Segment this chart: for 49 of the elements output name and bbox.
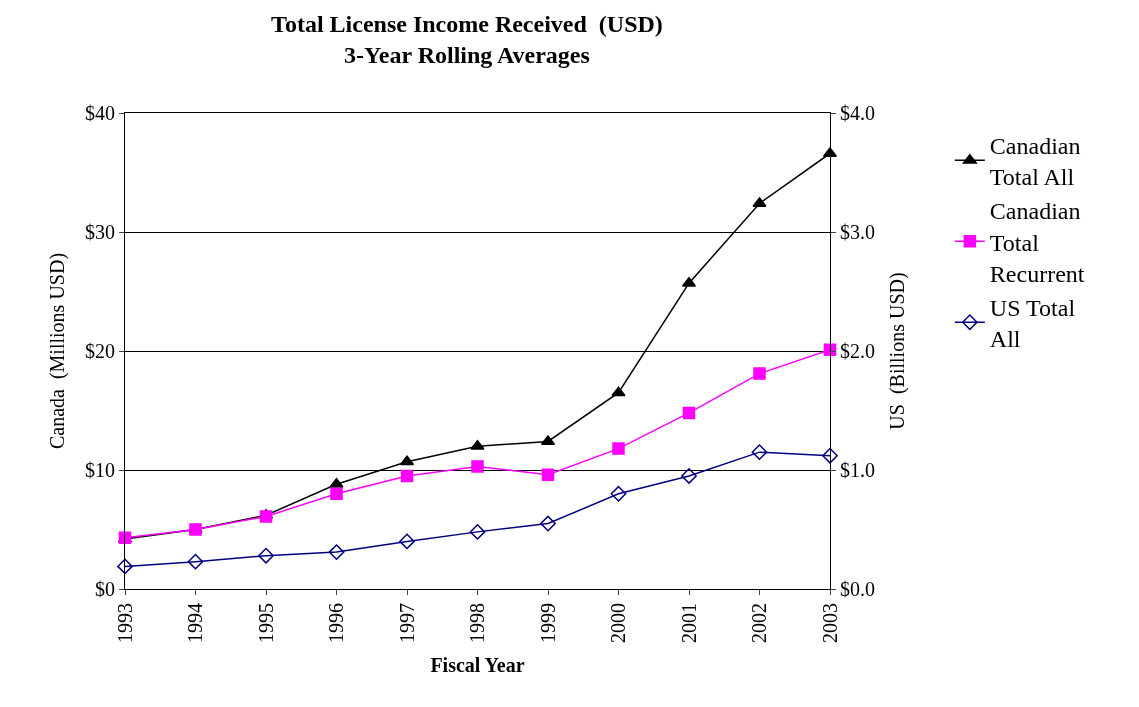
legend-label: Canadian Total All (989, 132, 1081, 191)
y-tick-label: $10 (85, 459, 115, 481)
point (681, 468, 697, 484)
point (753, 367, 766, 380)
point (470, 439, 485, 450)
point (330, 487, 343, 501)
x-tick-label: 2002 (748, 603, 770, 643)
point (258, 547, 274, 564)
x-tick-label: 1997 (395, 603, 418, 643)
y2-tick-label: $2.0 (840, 340, 875, 362)
point (612, 442, 625, 455)
x-tick-label: 1999 (536, 603, 559, 643)
point (540, 515, 556, 532)
point (822, 447, 838, 464)
point (469, 523, 486, 540)
point (611, 386, 626, 397)
legend-label: US Total All (989, 294, 1076, 353)
x-tick-label: 1998 (466, 603, 488, 643)
chart-title: Total License Income Received (USD) 3-Year Rolling Averages (271, 10, 663, 69)
point (400, 469, 414, 483)
y-tick-label: $20 (85, 340, 115, 362)
y-axis-title: Canada (Millions USD) (45, 252, 69, 450)
y-tick-label: $30 (85, 221, 115, 243)
point (328, 544, 345, 561)
x-tick-label: 2003 (818, 603, 841, 643)
x-tick-label: 1996 (325, 603, 347, 643)
x-axis-title: Fiscal Year (430, 653, 525, 676)
y2-tick-label: $4.0 (840, 102, 875, 124)
point (187, 553, 204, 570)
y-tick-label: $40 (85, 102, 115, 124)
y2-axis-title: US (Billions USD) (885, 272, 909, 430)
legend-label: Canadian Total Recurrent (989, 198, 1085, 287)
y2-tick-label: $0.0 (840, 578, 875, 600)
point (682, 406, 696, 420)
point (259, 510, 273, 523)
x-tick-label: 1993 (113, 603, 136, 643)
y2-tick-label: $1.0 (840, 459, 875, 481)
x-tick-label: 1994 (184, 603, 206, 643)
x-tick-label: 2000 (607, 603, 629, 643)
point (117, 558, 133, 575)
point (751, 444, 768, 461)
x-tick-label: 2001 (677, 603, 700, 643)
y2-tick-label: $3.0 (840, 221, 875, 243)
point (399, 533, 415, 550)
point (541, 468, 555, 482)
point (610, 485, 627, 502)
x-tick-label: 1995 (254, 603, 277, 643)
y-tick-label: $0 (95, 578, 115, 600)
point (471, 460, 484, 473)
